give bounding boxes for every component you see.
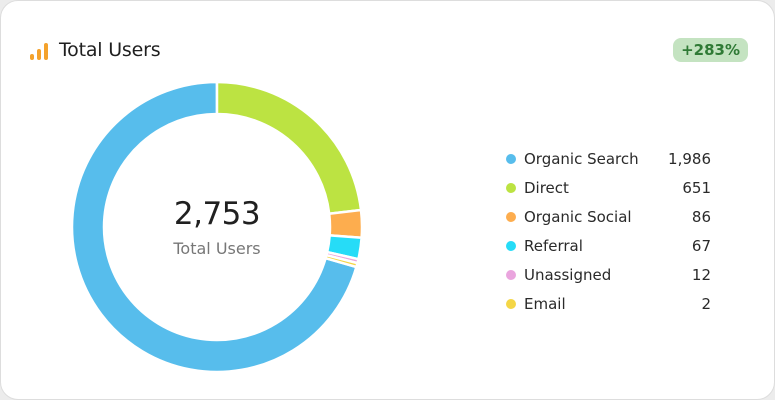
legend-item-email[interactable]: Email 2 [506,289,711,318]
donut-chart [71,81,363,373]
donut-slice-email[interactable] [324,253,359,269]
legend-dot-icon [506,269,516,280]
card-title: Total Users [59,39,161,61]
legend-label: Direct [524,178,569,197]
donut-slice-organic-social[interactable] [327,208,363,240]
legend-dot-icon [506,211,516,222]
legend-value: 67 [691,236,711,255]
legend-label: Referral [524,236,583,255]
total-label: Total Users [173,239,261,258]
legend-item-organic-social[interactable]: Organic Social 86 [506,202,711,231]
legend-item-direct[interactable]: Direct 651 [506,173,711,202]
donut-slice-direct[interactable] [215,81,363,216]
legend-value: 1,986 [668,149,711,168]
legend-dot-icon [506,182,516,193]
change-badge: +283% [673,38,748,62]
legend-label: Organic Search [524,149,639,168]
legend-item-unassigned[interactable]: Unassigned 12 [506,260,711,289]
legend-item-organic-search[interactable]: Organic Search 1,986 [506,144,711,173]
legend-dot-icon [506,153,516,164]
legend-value: 2 [701,294,711,313]
legend-dot-icon [506,240,516,251]
total-value: 2,753 [173,196,261,232]
legend-label: Email [524,294,566,313]
chart-legend: Organic Search 1,986 Direct 651 Organic Soci… [506,144,711,318]
legend-value: 12 [691,265,711,284]
legend-label: Unassigned [524,265,612,284]
legend-item-referral[interactable]: Referral 67 [506,231,711,260]
legend-value: 651 [682,178,711,197]
legend-label: Organic Social [524,207,632,226]
legend-dot-icon [506,298,516,309]
donut-slice-organic-search[interactable] [71,81,358,373]
bar-chart-icon [30,43,48,60]
legend-value: 86 [691,207,711,226]
